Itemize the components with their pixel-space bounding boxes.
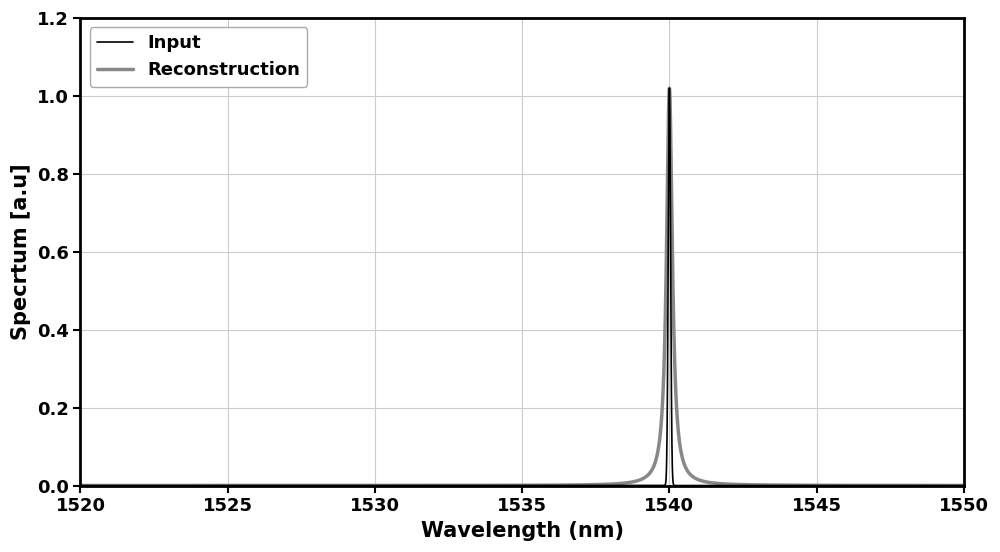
Input (95, 482, 107, 489)
Reconstruction (637, 475, 649, 482)
Reconstruction (958, 482, 970, 489)
Y-axis label: Specrtum [a.u]: Specrtum [a.u] (11, 163, 31, 340)
Reconstruction (540, 482, 552, 489)
Line: Input: Input (80, 88, 964, 486)
Input (915, 482, 927, 489)
Reconstruction (663, 85, 675, 92)
Input (663, 85, 675, 92)
Input (540, 482, 552, 489)
Input (183, 482, 195, 489)
Reconstruction (183, 482, 195, 489)
Input (958, 482, 970, 489)
Legend: Input, Reconstruction: Input, Reconstruction (90, 27, 307, 87)
Input (875, 482, 887, 489)
Reconstruction (74, 482, 86, 489)
Reconstruction (915, 482, 927, 489)
Input (74, 482, 86, 489)
Line: Reconstruction: Reconstruction (80, 88, 964, 486)
Reconstruction (875, 482, 887, 489)
Reconstruction (95, 482, 107, 489)
Input (637, 482, 649, 489)
X-axis label: Wavelength (nm): Wavelength (nm) (421, 521, 624, 541)
